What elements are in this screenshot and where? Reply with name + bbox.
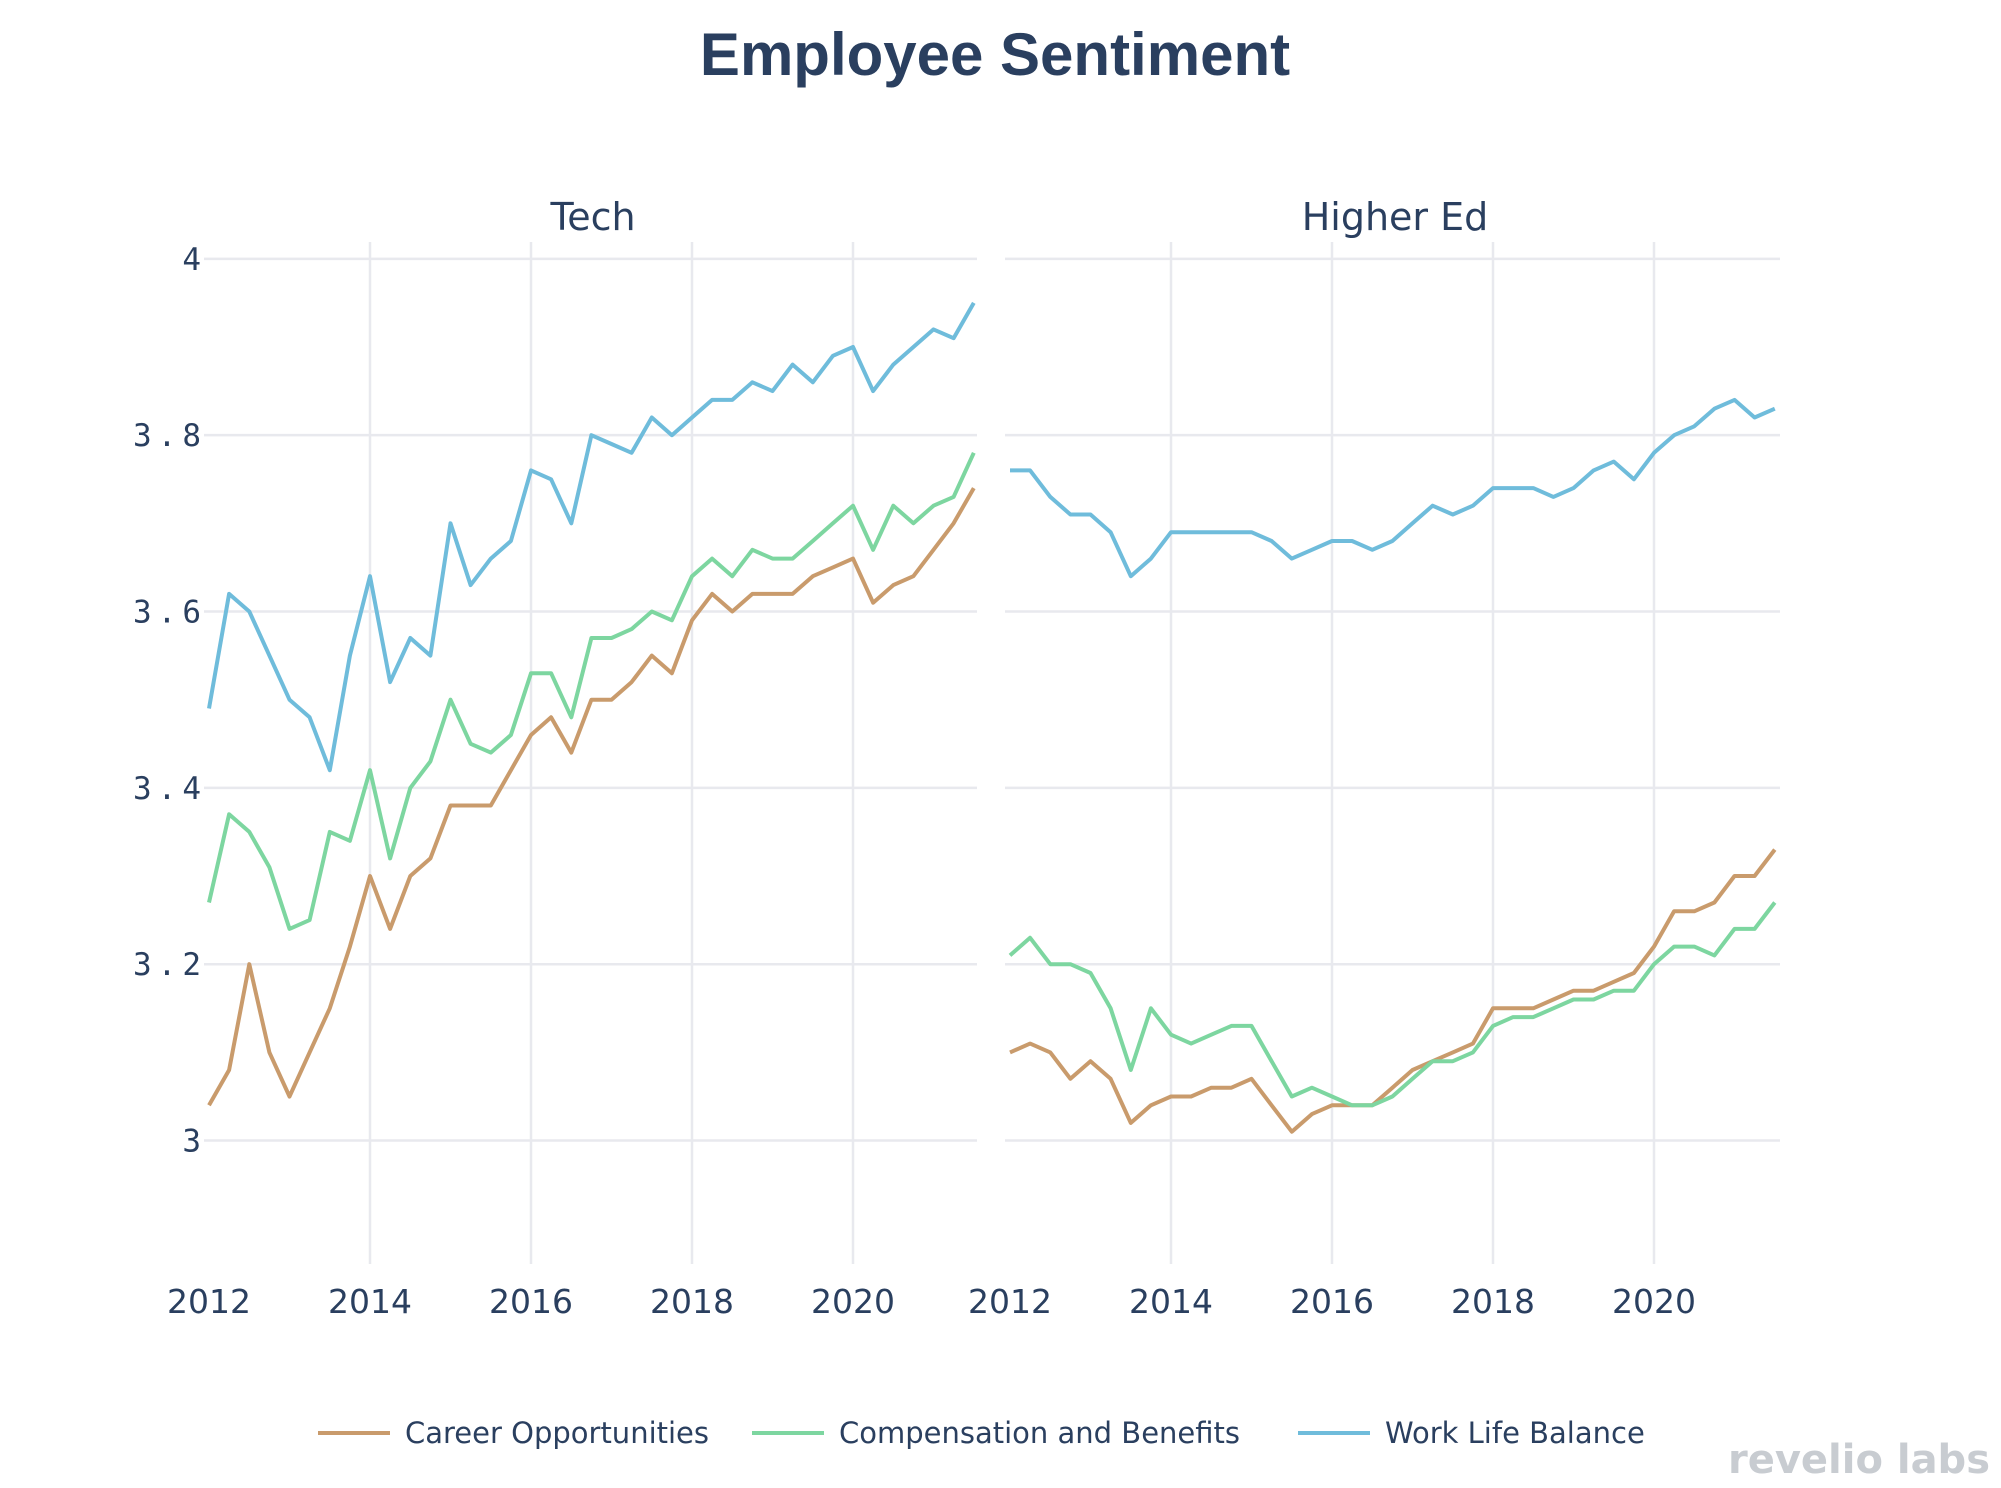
x-tick-label: 2012 — [968, 1282, 1052, 1321]
y-tick-label: 3.2 — [133, 947, 207, 983]
series-line-compensation-and-benefits — [207, 451, 976, 931]
x-tick-label: 2012 — [167, 1282, 251, 1321]
x-tick-label: 2016 — [1290, 1282, 1374, 1321]
series-line-career-opportunities — [1009, 848, 1777, 1134]
y-tick-label: 3.6 — [133, 595, 207, 631]
legend-label: Compensation and Benefits — [839, 1416, 1240, 1450]
legend-label: Career Opportunities — [405, 1416, 709, 1450]
legend: Career Opportunities Compensation and Ben… — [318, 1416, 1645, 1450]
y-tick-label: 3.4 — [133, 771, 207, 807]
y-tick-label: 3.8 — [133, 418, 207, 454]
panel-title: Tech — [549, 195, 635, 239]
series-line-career-opportunities — [207, 487, 976, 1107]
x-tick-label: 2020 — [1612, 1282, 1696, 1321]
panel-title: Higher Ed — [1302, 195, 1489, 239]
series-line-work-life-balance — [1010, 397, 1776, 579]
svg-text:revelio labs: revelio labs — [1728, 1437, 1990, 1483]
x-tick-label: 2020 — [811, 1282, 895, 1321]
revelio-labs-logo: revelio labs — [1728, 1437, 1990, 1483]
x-tick-label: 2018 — [650, 1282, 734, 1321]
chart-title: Employee Sentiment — [700, 21, 1290, 88]
panel-higher-ed: Higher Ed 2012 2014 2016 2018 2020 — [968, 195, 1780, 1321]
legend-item[interactable]: Work Life Balance — [1298, 1416, 1645, 1450]
x-tick-label: 2014 — [1129, 1282, 1213, 1321]
series-line-compensation-and-benefits — [1008, 901, 1777, 1108]
x-tick-label: 2014 — [328, 1282, 412, 1321]
x-tick-label: 2018 — [1451, 1282, 1535, 1321]
legend-item[interactable]: Compensation and Benefits — [752, 1416, 1240, 1450]
legend-label: Work Life Balance — [1385, 1416, 1645, 1450]
panel-tech: Tech 3 3.2 3.4 3.6 3.8 4 2012 2014 2016 2018 2020 — [133, 195, 977, 1321]
legend-item[interactable]: Career Opportunities — [318, 1416, 709, 1450]
x-tick-label: 2016 — [489, 1282, 573, 1321]
y-tick-label: 3 — [182, 1124, 207, 1160]
series-line-work-life-balance — [207, 301, 976, 773]
y-tick-label: 4 — [182, 242, 207, 278]
